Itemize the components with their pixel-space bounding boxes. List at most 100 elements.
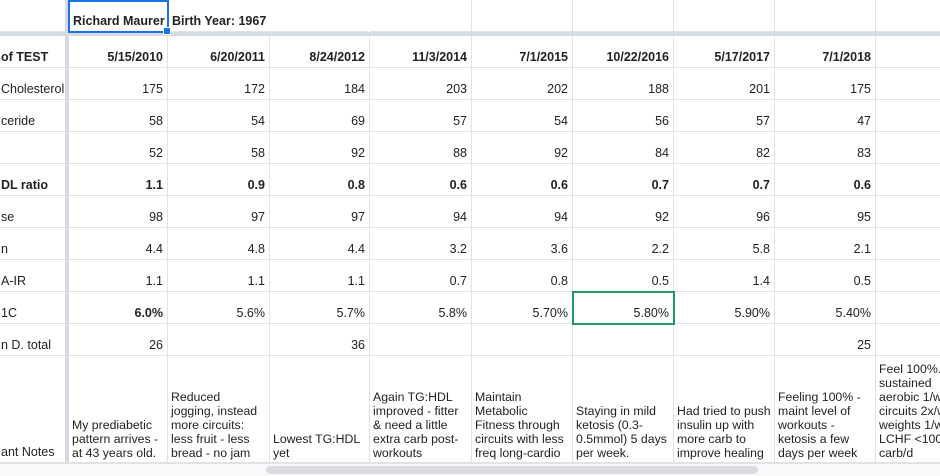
data-cell[interactable]: [573, 324, 674, 356]
data-cell[interactable]: 0.7: [573, 164, 674, 196]
data-cell[interactable]: 84: [573, 132, 674, 164]
data-cell[interactable]: 26: [69, 324, 168, 356]
note-cell[interactable]: Feeling 100% - maint level of workouts -…: [775, 356, 876, 463]
data-cell[interactable]: 57: [370, 100, 472, 132]
note-cell[interactable]: Had tried to push insulin up with more c…: [674, 356, 775, 463]
data-cell[interactable]: 82: [674, 132, 775, 164]
data-cell[interactable]: 36: [270, 324, 370, 356]
data-cell[interactable]: 52: [69, 132, 168, 164]
empty-cell[interactable]: [775, 0, 876, 32]
data-cell[interactable]: [876, 324, 940, 356]
note-cell[interactable]: Feel 100%. sustained aerobic 1/w circuit…: [876, 356, 940, 463]
data-cell[interactable]: 5.7%: [270, 292, 370, 324]
data-cell[interactable]: 0.7: [370, 260, 472, 292]
row-label[interactable]: [0, 132, 69, 164]
data-cell[interactable]: 56: [573, 100, 674, 132]
data-cell[interactable]: 96: [674, 196, 775, 228]
data-cell[interactable]: 57: [674, 100, 775, 132]
data-cell[interactable]: [876, 100, 940, 132]
data-cell[interactable]: 172: [168, 68, 270, 100]
note-cell[interactable]: Lowest TG:HDL yet: [270, 356, 370, 463]
data-cell[interactable]: 95: [775, 196, 876, 228]
data-cell[interactable]: 54: [168, 100, 270, 132]
data-cell[interactable]: 0.8: [472, 260, 573, 292]
empty-cell[interactable]: [674, 0, 775, 32]
birth-year-cell[interactable]: Birth Year: 1967: [168, 0, 368, 32]
data-cell[interactable]: 3.6: [472, 228, 573, 260]
data-cell[interactable]: 5.6%: [168, 292, 270, 324]
data-cell[interactable]: 94: [472, 196, 573, 228]
data-cell[interactable]: [472, 324, 573, 356]
data-cell[interactable]: 92: [573, 196, 674, 228]
data-cell[interactable]: 92: [270, 132, 370, 164]
data-cell[interactable]: [876, 68, 940, 100]
note-cell[interactable]: Again TG:HDL improved - fitter & need a …: [370, 356, 472, 463]
data-cell[interactable]: 0.5: [775, 260, 876, 292]
data-cell[interactable]: 69: [270, 100, 370, 132]
data-cell[interactable]: 5.8%: [370, 292, 472, 324]
empty-cell[interactable]: [370, 0, 472, 32]
data-cell[interactable]: 0.9: [168, 164, 270, 196]
note-cell[interactable]: Maintain Metabolic Fitness through circu…: [472, 356, 573, 463]
frozen-row-divider[interactable]: [0, 32, 940, 36]
data-cell[interactable]: 2.1: [775, 228, 876, 260]
data-cell[interactable]: 184: [270, 68, 370, 100]
data-cell[interactable]: [168, 324, 270, 356]
note-cell[interactable]: Reduced jogging, instead more circuits: …: [168, 356, 270, 463]
date-header[interactable]: 6/20/2011: [168, 36, 270, 68]
data-cell[interactable]: 202: [472, 68, 573, 100]
data-cell[interactable]: 1.4: [674, 260, 775, 292]
data-cell[interactable]: 175: [69, 68, 168, 100]
data-cell[interactable]: 0.5: [573, 260, 674, 292]
data-cell[interactable]: [876, 196, 940, 228]
data-cell[interactable]: 1.1: [270, 260, 370, 292]
data-cell[interactable]: 4.8: [168, 228, 270, 260]
data-cell[interactable]: 5.70%: [472, 292, 573, 324]
data-cell[interactable]: 0.8: [270, 164, 370, 196]
data-cell[interactable]: 1.1: [168, 260, 270, 292]
data-cell[interactable]: 5.8: [674, 228, 775, 260]
horizontal-scrollbar[interactable]: [0, 463, 940, 476]
fill-handle[interactable]: [163, 27, 171, 35]
data-cell[interactable]: [876, 260, 940, 292]
data-cell[interactable]: 6.0%: [69, 292, 168, 324]
note-cell[interactable]: My prediabetic pattern arrives - at 43 y…: [69, 356, 168, 463]
data-cell[interactable]: 58: [168, 132, 270, 164]
data-cell[interactable]: 5.90%: [674, 292, 775, 324]
note-cell[interactable]: Staying in mild ketosis (0.3-0.5mmol) 5 …: [573, 356, 674, 463]
date-header[interactable]: 5/17/2017: [674, 36, 775, 68]
data-cell[interactable]: 1.1: [69, 260, 168, 292]
empty-cell[interactable]: [876, 0, 940, 32]
empty-cell[interactable]: [472, 0, 573, 32]
data-cell[interactable]: 58: [69, 100, 168, 132]
data-cell[interactable]: 25: [775, 324, 876, 356]
data-cell[interactable]: 92: [472, 132, 573, 164]
data-cell[interactable]: 203: [370, 68, 472, 100]
data-cell[interactable]: [674, 324, 775, 356]
data-cell[interactable]: 3.2: [370, 228, 472, 260]
data-cell[interactable]: 188: [573, 68, 674, 100]
notes-label[interactable]: ant Notes: [0, 356, 69, 463]
data-cell[interactable]: 0.6: [472, 164, 573, 196]
data-cell[interactable]: [876, 228, 940, 260]
data-cell[interactable]: [370, 324, 472, 356]
date-header[interactable]: 7/1/2015: [472, 36, 573, 68]
data-cell[interactable]: 47: [775, 100, 876, 132]
date-header[interactable]: 5/15/2010: [69, 36, 168, 68]
row-label[interactable]: 1C: [0, 292, 69, 324]
data-cell[interactable]: 5: [876, 292, 940, 324]
data-cell[interactable]: 175: [775, 68, 876, 100]
row-label[interactable]: A-IR: [0, 260, 69, 292]
data-cell[interactable]: [876, 132, 940, 164]
row-label[interactable]: Cholesterol: [0, 68, 69, 100]
date-header[interactable]: 8/24/2012: [270, 36, 370, 68]
data-cell[interactable]: 94: [370, 196, 472, 228]
cell-a1[interactable]: [0, 0, 69, 32]
data-cell[interactable]: 201: [674, 68, 775, 100]
data-cell[interactable]: 97: [168, 196, 270, 228]
data-cell[interactable]: 98: [69, 196, 168, 228]
data-cell[interactable]: 5.40%: [775, 292, 876, 324]
scrollbar-thumb[interactable]: [266, 466, 758, 474]
row-label[interactable]: ceride: [0, 100, 69, 132]
row-label[interactable]: n: [0, 228, 69, 260]
